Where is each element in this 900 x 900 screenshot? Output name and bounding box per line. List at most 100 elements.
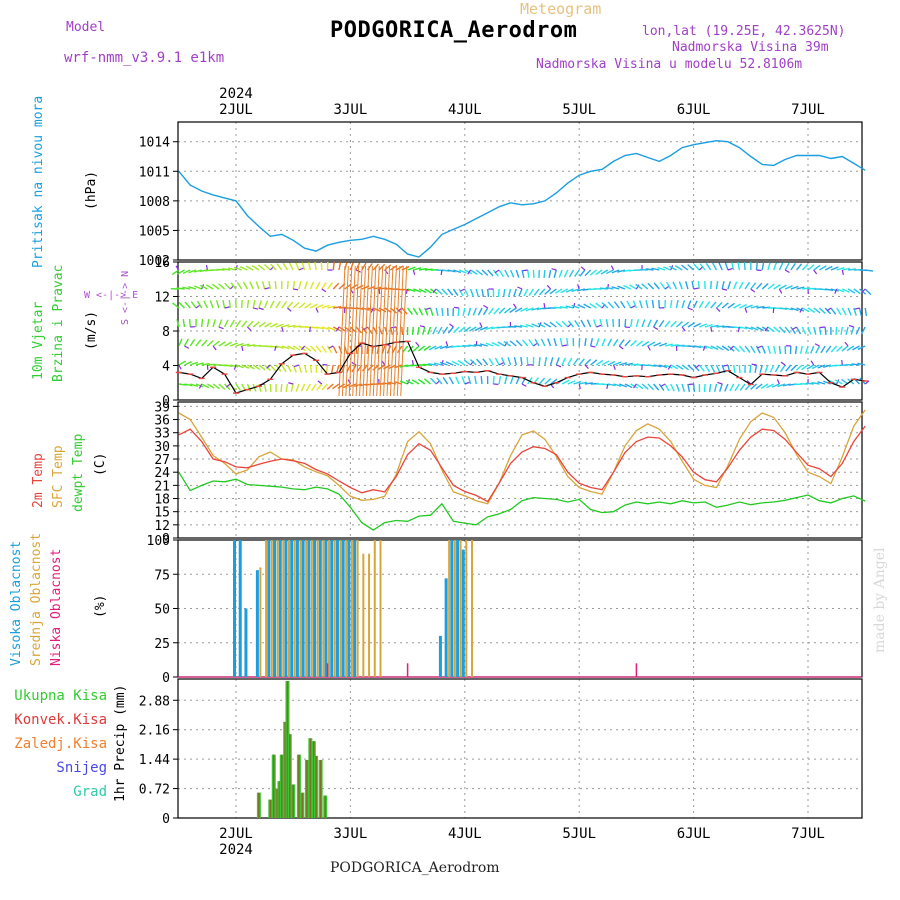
wind-arrow [532, 269, 535, 279]
wind-arrow [303, 281, 308, 290]
wind-arrow [652, 319, 659, 328]
wind-arrow [710, 364, 716, 373]
convective-rain-bar [288, 734, 291, 818]
wind-arrow [750, 383, 757, 390]
wind-arrow [721, 345, 730, 352]
wind-arrow [554, 288, 563, 294]
wind-arrow [501, 357, 506, 366]
y-tick-label: 100 [147, 534, 170, 549]
wind-arrow [507, 288, 512, 297]
wind-arrow [559, 338, 563, 347]
wind-arrow [247, 326, 252, 331]
wind-arrow [756, 326, 764, 332]
wind-arrow [778, 262, 784, 271]
wind-arrow [555, 357, 560, 366]
wind-arrow [327, 326, 336, 331]
wind-arrow [737, 261, 741, 271]
wind-arrow [799, 307, 803, 313]
wind-arrow [605, 286, 614, 290]
wind-arrow [441, 288, 449, 296]
cloud-mid-bar [259, 567, 262, 677]
wind-arrow [773, 262, 778, 271]
cloud-mid-bar [310, 540, 313, 677]
wind-arrow [436, 377, 443, 385]
wind-arrow [675, 265, 683, 271]
wind-arrow [188, 285, 197, 290]
wind-arrow [281, 364, 287, 373]
wind-arrow [715, 280, 719, 290]
wind-arrow [527, 269, 530, 279]
wind-arrow [790, 263, 796, 271]
wind-arrow [659, 342, 668, 347]
wind-arrow [864, 288, 872, 296]
convective-rain-bar [319, 759, 322, 818]
wind-arrow [423, 378, 431, 385]
wind-arrow [722, 364, 729, 367]
wind-arrow [653, 364, 662, 368]
wind-arrow [632, 300, 638, 309]
wind-arrow [568, 269, 575, 278]
y-tick-label: 2.16 [139, 724, 170, 739]
wind-arrow [226, 383, 231, 388]
wind-arrow [517, 286, 523, 290]
wind-arrow [675, 300, 679, 309]
wind-arrow [201, 383, 210, 389]
wind-arrow [429, 307, 434, 316]
wind-arrow [860, 326, 866, 335]
wind-arrow [442, 326, 449, 334]
wind-arrow [390, 264, 398, 271]
wind-arrow [469, 288, 474, 297]
cloud-low-axis-title: Niska Oblacnost [49, 549, 64, 666]
wind-arrow [750, 345, 756, 354]
wind-axis-title: 10m Vjetar [31, 302, 46, 380]
cloud-high-bar [238, 540, 242, 677]
wind-arrow [309, 281, 315, 290]
wind-arrow [666, 281, 672, 290]
wind-arrow [328, 345, 334, 349]
cloud-mid-axis-title: Srednja Oblacnost [29, 533, 44, 666]
wind-arrow [807, 264, 815, 271]
wind-arrow [533, 342, 538, 347]
pressure-axis-unit: (hPa) [84, 171, 99, 210]
wind-arrow [464, 381, 470, 385]
y-tick-label: 50 [154, 603, 170, 618]
wind-arrow [681, 264, 689, 271]
y-tick-label: 0 [162, 671, 170, 686]
wind-arrow [378, 307, 387, 313]
wind-arrow [498, 362, 504, 366]
wind-arrow [253, 307, 259, 310]
wind-arrow [801, 307, 810, 313]
x-bottom-year-label: 2024 [219, 842, 253, 858]
wind-arrow [378, 288, 381, 295]
wind-arrow [370, 307, 374, 313]
y-tick-label: 21 [154, 479, 170, 494]
wind-arrow [785, 364, 792, 372]
wind-arrow [521, 376, 527, 385]
wind-arrow [475, 269, 483, 276]
wind-arrow [264, 322, 272, 328]
wind-arrow [688, 383, 694, 386]
wind-arrow [647, 341, 656, 347]
altitude-label: Nadmorska Visina 39m [672, 40, 829, 55]
wind-arrow [276, 263, 283, 271]
wind-arrow [750, 282, 757, 290]
wind-arrow [338, 262, 342, 271]
wind-arrow [549, 321, 557, 328]
wind-arrow [699, 345, 708, 349]
wind-arrow [660, 383, 666, 388]
pressure-axis-title: Pritisak na nivou mora [31, 96, 46, 268]
wind-arrow [738, 281, 744, 290]
wind-arrow [612, 338, 619, 347]
wind-arrow [201, 362, 210, 366]
wind-arrow [824, 265, 833, 271]
wind-arrow [498, 375, 502, 385]
wind-arrow [543, 322, 551, 328]
wind-arrow [468, 344, 477, 347]
wind-arrow [218, 326, 224, 330]
wind-arrow [610, 265, 615, 271]
wind-arrow [464, 288, 469, 297]
wind-arrow [206, 319, 210, 328]
wind-arrow [412, 307, 419, 316]
wind-arrow [584, 364, 589, 369]
wind-arrow [567, 357, 573, 366]
